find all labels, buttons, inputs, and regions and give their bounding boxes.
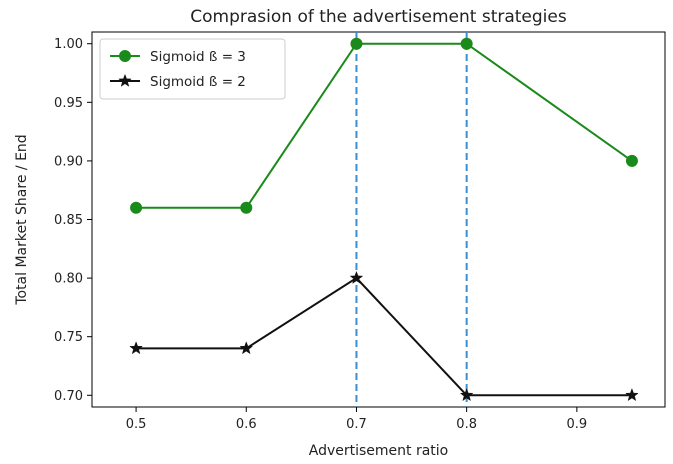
- y-tick-label: 0.70: [54, 389, 83, 404]
- series-line-2: [136, 276, 632, 397]
- series-1-point: [460, 37, 473, 50]
- series-2-point: [239, 341, 254, 355]
- x-tick-label: 0.6: [236, 417, 257, 432]
- series-2-point: [129, 341, 143, 355]
- series-2-point: [349, 270, 364, 284]
- series-2-point: [625, 388, 639, 402]
- x-tick-label: 0.7: [346, 417, 367, 432]
- series-1-point: [625, 154, 638, 167]
- x-tick-label: 0.5: [126, 417, 147, 432]
- series-1-point: [240, 201, 253, 214]
- x-tick-label: 0.9: [567, 417, 588, 432]
- series-1-point: [350, 37, 363, 50]
- y-tick-label: 0.75: [54, 330, 83, 345]
- y-tick-label: 1.00: [54, 37, 83, 52]
- series-1-point: [130, 201, 143, 214]
- y-tick-label: 0.80: [54, 272, 83, 287]
- legend: Sigmoid ß = 3 Sigmoid ß = 2: [99, 38, 286, 100]
- chart-title: Comprasion of the advertisement strategi…: [190, 7, 567, 27]
- y-axis-label: Total Market Share / End: [14, 134, 30, 305]
- y-tick-label: 0.95: [54, 96, 83, 111]
- y-tick-label: 0.85: [54, 213, 83, 228]
- x-tick-label: 0.8: [456, 417, 477, 432]
- legend-marker: [118, 73, 132, 87]
- legend-label: Sigmoid ß = 2: [150, 74, 246, 90]
- y-tick-label: 0.90: [54, 154, 83, 169]
- legend-label: Sigmoid ß = 3: [150, 49, 246, 65]
- x-axis-label: Advertisement ratio: [309, 443, 449, 459]
- series-2-point: [459, 388, 474, 402]
- legend-marker: [119, 50, 131, 62]
- plot-area: 0.5 0.6 0.7 0.8 0.9 0.70 0.75 0.80 0.85 0.90 0.95 1…: [54, 31, 666, 432]
- legend-box: [99, 38, 286, 100]
